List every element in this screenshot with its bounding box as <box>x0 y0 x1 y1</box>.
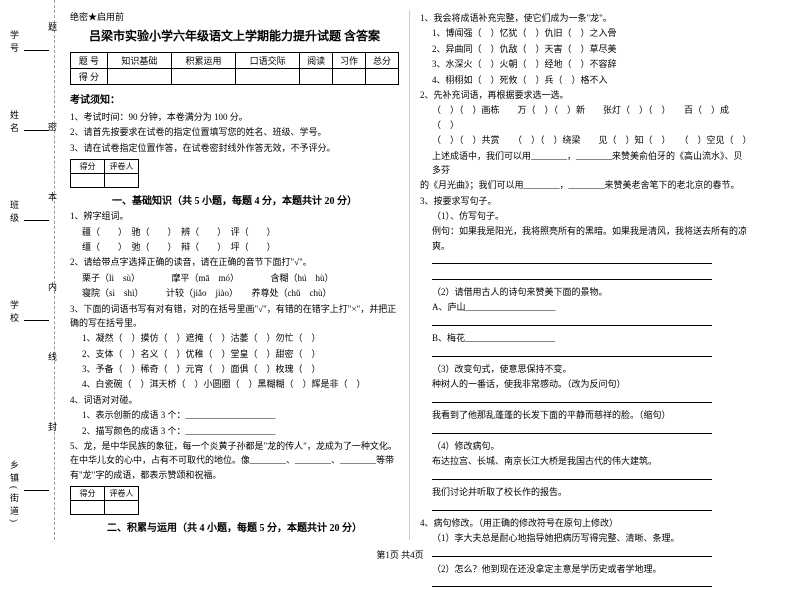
q5-text: 5、龙，是中华民族的象征，每一个炎黄子孙都是"龙的传人"，龙成为了一种文化。在中… <box>70 439 399 482</box>
r4-head: 4、病句修改。（用正确的修改符号在原句上修改） <box>420 516 750 530</box>
score-cell: 习作 <box>333 53 366 69</box>
score-cell: 知识基础 <box>107 53 171 69</box>
mini-score-table: 得分评卷人 <box>70 486 139 515</box>
answer-line <box>432 270 712 280</box>
answer-line <box>432 424 712 434</box>
answer-line <box>432 347 712 357</box>
score-cell: 总分 <box>366 53 399 69</box>
score-cell: 得 分 <box>71 69 108 85</box>
score-cell: 题 号 <box>71 53 108 69</box>
answer-line <box>432 316 712 326</box>
notice-item: 2、请首先按要求在试卷的指定位置填写您的姓名、班级、学号。 <box>70 125 399 139</box>
answer-line <box>432 577 712 587</box>
notice-item: 1、考试时间：90 分钟，本卷满分为 100 分。 <box>70 110 399 124</box>
page-content: 绝密★启用前 吕梁市实验小学六年级语文上学期能力提升试题 含答案 题 号 知识基… <box>0 0 800 540</box>
secrecy-mark: 绝密★启用前 <box>70 10 399 23</box>
notice-head: 考试须知： <box>70 91 399 106</box>
page-footer: 第1页 共4页 <box>0 548 800 561</box>
margin-label: 乡镇(街道) <box>8 460 21 526</box>
margin-label: 学校 <box>8 300 21 326</box>
section-1-title: 一、基础知识（共 5 小题，每题 4 分，本题共计 20 分） <box>70 192 399 207</box>
margin-label: 姓名 <box>8 110 21 136</box>
margin-label: 学号 <box>8 30 21 56</box>
answer-line <box>432 501 712 511</box>
q3-head: 3、下面的词语书写有对有错，对的在括号里画"√"，有错的在错字上打"×"，并把正… <box>70 302 399 331</box>
margin-label: 班级 <box>8 200 21 226</box>
score-cell: 阅读 <box>300 53 333 69</box>
score-cell: 积累运用 <box>171 53 235 69</box>
right-column: 1、我会将成语补充完整，使它们成为一条"龙"。 1、博闻强（ ）忆犹（ ）仇旧（… <box>410 10 760 540</box>
q4-head: 4、词语对对碰。 <box>70 393 399 407</box>
exam-title: 吕梁市实验小学六年级语文上学期能力提升试题 含答案 <box>70 27 399 44</box>
binding-margin: 学号 姓名 班级 学校 乡镇(街道) 题 密 本 内 线 封 <box>0 0 55 540</box>
r3-head: 3、按要求写句子。 <box>420 194 750 208</box>
score-table: 题 号 知识基础 积累运用 口语交际 阅读 习作 总分 得 分 <box>70 52 399 85</box>
mini-score-table: 得分评卷人 <box>70 159 139 188</box>
answer-line <box>432 393 712 403</box>
q1-head: 1、辨字组词。 <box>70 209 399 223</box>
section-2-title: 二、积累与运用（共 4 小题，每题 5 分，本题共计 20 分） <box>70 519 399 534</box>
q2-head: 2、请给带点字选择正确的读音，请在正确的音节下面打"√"。 <box>70 255 399 269</box>
notice-item: 3、请在试卷指定位置作答，在试卷密封线外作答无效，不予评分。 <box>70 141 399 155</box>
answer-line <box>432 254 712 264</box>
score-cell: 口语交际 <box>236 53 300 69</box>
answer-line <box>432 470 712 480</box>
r1-head: 1、我会将成语补充完整，使它们成为一条"龙"。 <box>420 11 750 25</box>
r2-head: 2、先补充词语，再根据要求选一选。 <box>420 88 750 102</box>
left-column: 绝密★启用前 吕梁市实验小学六年级语文上学期能力提升试题 含答案 题 号 知识基… <box>60 10 410 540</box>
